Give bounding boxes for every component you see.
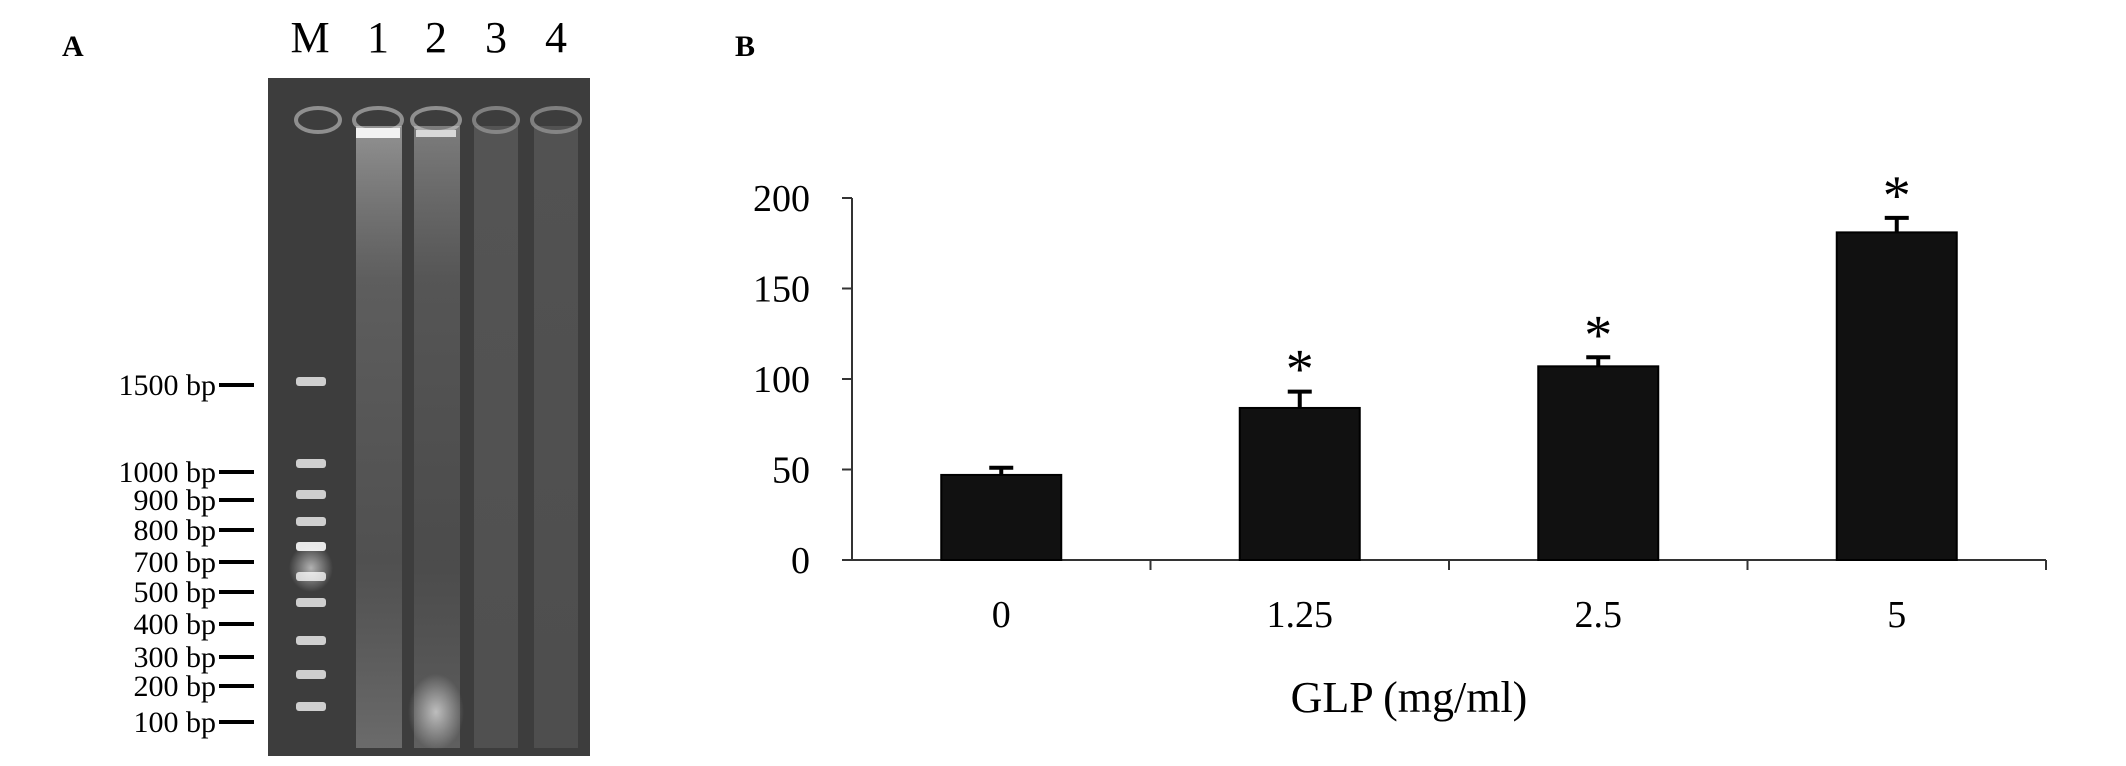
marker-band-400	[296, 598, 326, 607]
marker-label-800: 800 bp	[134, 514, 217, 547]
marker-label-500: 500 bp	[134, 576, 217, 609]
marker-band-glow	[289, 544, 333, 592]
lane-label-2: 2	[425, 13, 447, 62]
y-tick-label-200: 200	[753, 178, 810, 220]
y-tick-label-100: 100	[753, 359, 810, 401]
marker-label-900: 900 bp	[134, 484, 217, 517]
marker-band-800	[296, 517, 326, 526]
marker-label-1000: 1000 bp	[119, 456, 217, 489]
gel-sample-lanes	[356, 126, 578, 750]
panel-b-chart: B 0 50 100 150 200 0 1.25 * 2.5 * 5 * GLP (mg/ml)	[735, 30, 2047, 722]
bar-0	[940, 473, 1063, 561]
marker-band-900	[296, 490, 326, 499]
lane-label-m: M	[290, 13, 329, 62]
bar-1.25	[1238, 406, 1361, 561]
bar-2.5	[1537, 365, 1660, 561]
marker-band-1000	[296, 459, 326, 468]
marker-label-100: 100 bp	[134, 706, 217, 739]
significance-marker-1.25: *	[1286, 339, 1314, 401]
y-tick-label-50: 50	[772, 450, 810, 492]
marker-band-100	[296, 702, 326, 711]
significance-marker-2.5: *	[1584, 304, 1612, 366]
marker-label-700: 700 bp	[134, 546, 217, 579]
x-tick-label-0: 0	[992, 594, 1011, 636]
y-tick-label-150: 150	[753, 269, 810, 311]
marker-band-200	[296, 670, 326, 679]
lane-label-1: 1	[367, 13, 389, 62]
x-tick-label-5: 5	[1887, 594, 1906, 636]
x-tick-label-1.25: 1.25	[1267, 594, 1334, 636]
panel-a-letter: A	[62, 30, 84, 63]
marker-label-200: 200 bp	[134, 670, 217, 703]
bar-chart: 0 50 100 150 200 0 1.25 * 2.5 * 5 * GLP (mg/ml)	[753, 165, 2047, 722]
lane-label-3: 3	[485, 13, 507, 62]
y-tick-label-0: 0	[791, 540, 810, 582]
x-axis-title: GLP (mg/ml)	[1291, 673, 1528, 722]
marker-label-300: 300 bp	[134, 641, 217, 674]
marker-band-300	[296, 636, 326, 645]
significance-marker-5: *	[1883, 165, 1911, 227]
x-tick-label-2.5: 2.5	[1575, 594, 1623, 636]
panel-b-letter: B	[735, 30, 755, 63]
marker-label-400: 400 bp	[134, 608, 217, 641]
bar-5	[1835, 231, 1958, 561]
gel-marker-lane	[289, 377, 333, 711]
marker-band-1500	[296, 377, 326, 386]
marker-label-1500: 1500 bp	[119, 369, 217, 402]
lane-label-4: 4	[545, 13, 567, 62]
